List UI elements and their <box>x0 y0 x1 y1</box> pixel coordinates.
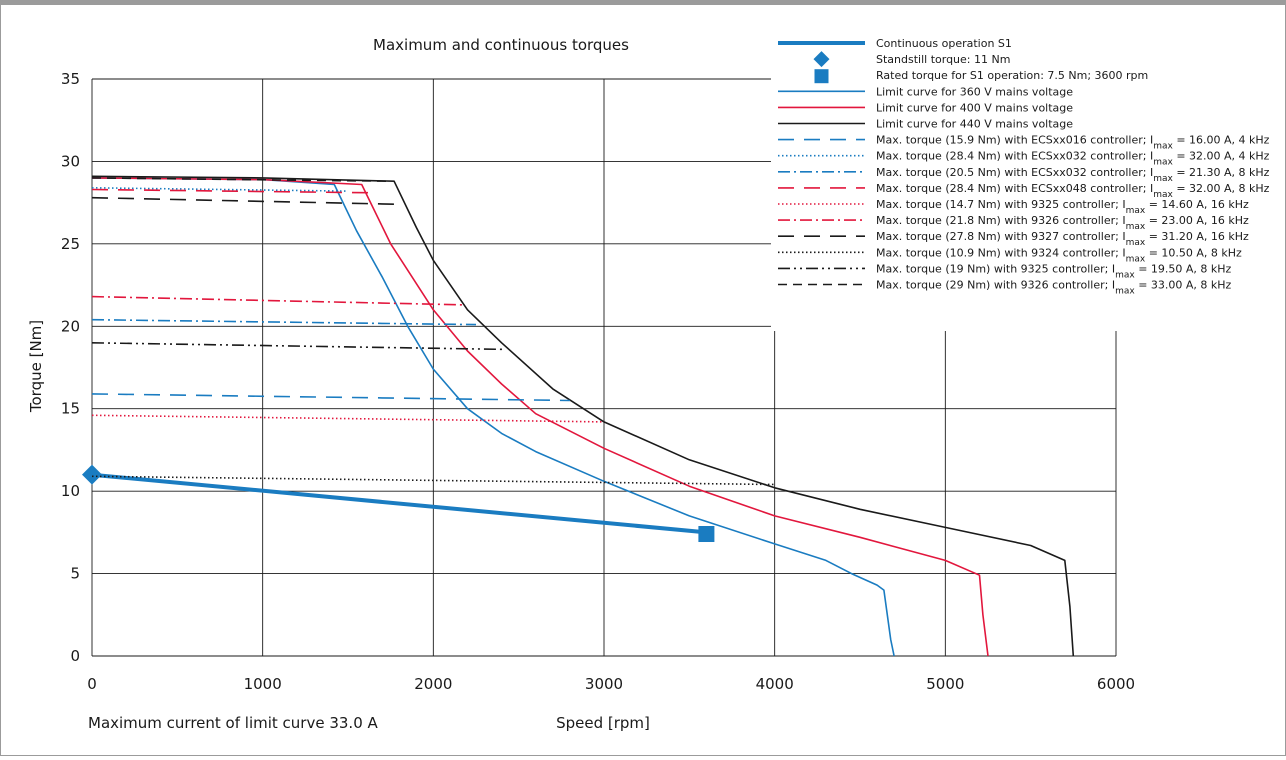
y-tick-label-2: 10 <box>61 482 80 500</box>
series-8-line <box>91 318 477 326</box>
y-tick-label-1: 5 <box>70 565 80 583</box>
series-12-line <box>91 196 400 206</box>
series-7-line <box>91 187 349 192</box>
legend-box <box>771 31 1261 331</box>
series-layer <box>82 175 1075 657</box>
rated-torque-marker <box>698 526 715 543</box>
y-axis-title: Torque [Nm] <box>27 320 45 413</box>
series-13-line <box>91 475 775 486</box>
x-tick-label-2: 2000 <box>414 675 452 693</box>
series-15-line <box>91 177 391 182</box>
x-tick-label-1: 1000 <box>244 675 282 693</box>
legend-label-0: Continuous operation S1 <box>876 37 1012 50</box>
legend-label-3: Limit curve for 360 V mains voltage <box>876 85 1073 98</box>
y-tick-label-0: 0 <box>70 647 80 665</box>
legend: Continuous operation S1 Standstill torque… <box>778 37 1270 297</box>
legend-label-6: Max. torque (15.9 Nm) with ECSxx016 cont… <box>876 134 1270 152</box>
legend-label-7: Max. torque (28.4 Nm) with ECSxx032 cont… <box>876 150 1270 168</box>
x-tick-label-3: 3000 <box>585 675 623 693</box>
legend-label-11: Max. torque (21.8 Nm) with 9326 controll… <box>876 214 1249 232</box>
y-tick-label-7: 35 <box>61 70 80 88</box>
legend-swatch-1 <box>813 51 830 68</box>
axes: 0 1000 2000 3000 4000 5000 6000 0 5 10 15 20 25 30 35 <box>61 70 1135 693</box>
standstill-torque-marker <box>82 464 102 485</box>
max-current-note: Maximum current of limit curve 33.0 A <box>88 714 379 732</box>
x-tick-label-0: 0 <box>87 675 97 693</box>
y-tick-label-4: 20 <box>61 317 80 335</box>
legend-label-1: Standstill torque: 11 Nm <box>876 53 1010 66</box>
legend-label-13: Max. torque (10.9 Nm) with 9324 controll… <box>876 246 1242 264</box>
series-10-line <box>91 414 605 423</box>
series-6-line <box>91 393 570 402</box>
series-9-line <box>91 188 374 194</box>
legend-label-5: Limit curve for 440 V mains voltage <box>876 118 1073 131</box>
legend-label-14: Max. torque (19 Nm) with 9325 controller… <box>876 262 1232 280</box>
legend-label-9: Max. torque (28.4 Nm) with ECSxx048 cont… <box>876 182 1270 200</box>
series-4-line <box>91 177 989 657</box>
y-tick-label-6: 30 <box>61 152 80 170</box>
x-tick-label-4: 4000 <box>756 675 794 693</box>
legend-label-8: Max. torque (20.5 Nm) with ECSxx032 cont… <box>876 166 1270 184</box>
series-11-line <box>91 295 465 306</box>
legend-label-12: Max. torque (27.8 Nm) with 9327 controll… <box>876 230 1249 248</box>
series-0-line <box>91 472 707 535</box>
y-tick-label-5: 25 <box>61 235 80 253</box>
y-tick-label-3: 15 <box>61 400 80 418</box>
x-tick-label-5: 5000 <box>926 675 964 693</box>
frame-top-border <box>0 0 1286 5</box>
legend-label-2: Rated torque for S1 operation: 7.5 Nm; 3… <box>876 69 1148 82</box>
legend-swatch-2 <box>814 69 829 84</box>
series-3-line <box>91 177 895 657</box>
series-14-line <box>91 342 506 351</box>
chart-title: Maximum and continuous torques <box>373 36 629 54</box>
legend-label-15: Max. torque (29 Nm) with 9326 controller… <box>876 279 1232 297</box>
legend-label-10: Max. torque (14.7 Nm) with 9325 controll… <box>876 198 1249 216</box>
x-axis-title: Speed [rpm] <box>556 714 650 732</box>
x-tick-label-6: 6000 <box>1097 675 1135 693</box>
legend-background <box>771 31 1261 331</box>
legend-label-4: Limit curve for 400 V mains voltage <box>876 101 1073 114</box>
